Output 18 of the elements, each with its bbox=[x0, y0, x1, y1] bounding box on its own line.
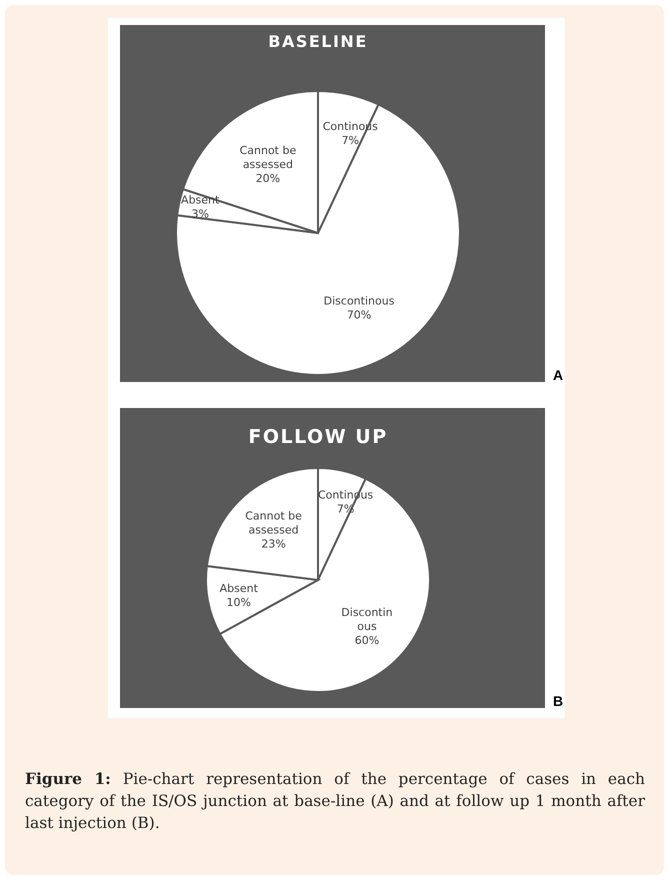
text: B bbox=[553, 693, 564, 709]
data-label: 20% bbox=[256, 172, 280, 186]
slice-label: Absent bbox=[220, 582, 259, 596]
data-label: 60% bbox=[354, 634, 380, 647]
slice-label: Cannot be assessed bbox=[245, 510, 302, 537]
chart-title: FOLLOW UP bbox=[248, 426, 388, 448]
data-label: 3% bbox=[191, 208, 209, 221]
data-label: 7% bbox=[342, 134, 360, 148]
caption: Figure 1: Pie-chart representation of the percentage of cases in each category of the IS/OS junction at base-line (A) and at follow up 1 month after last injection (B). bbox=[25, 768, 646, 834]
chart-title: BASELINE bbox=[268, 32, 368, 51]
data-label: 70% bbox=[346, 308, 372, 322]
slice-label: Discontin ous bbox=[341, 606, 393, 633]
slice-label: Cannot be assessed bbox=[240, 144, 296, 172]
slice-label: Discontinous bbox=[324, 294, 395, 308]
data-label: 23% bbox=[261, 538, 286, 551]
data-label: 10% bbox=[226, 596, 252, 610]
text: A bbox=[553, 367, 564, 383]
slice-label: Absent bbox=[181, 194, 220, 207]
